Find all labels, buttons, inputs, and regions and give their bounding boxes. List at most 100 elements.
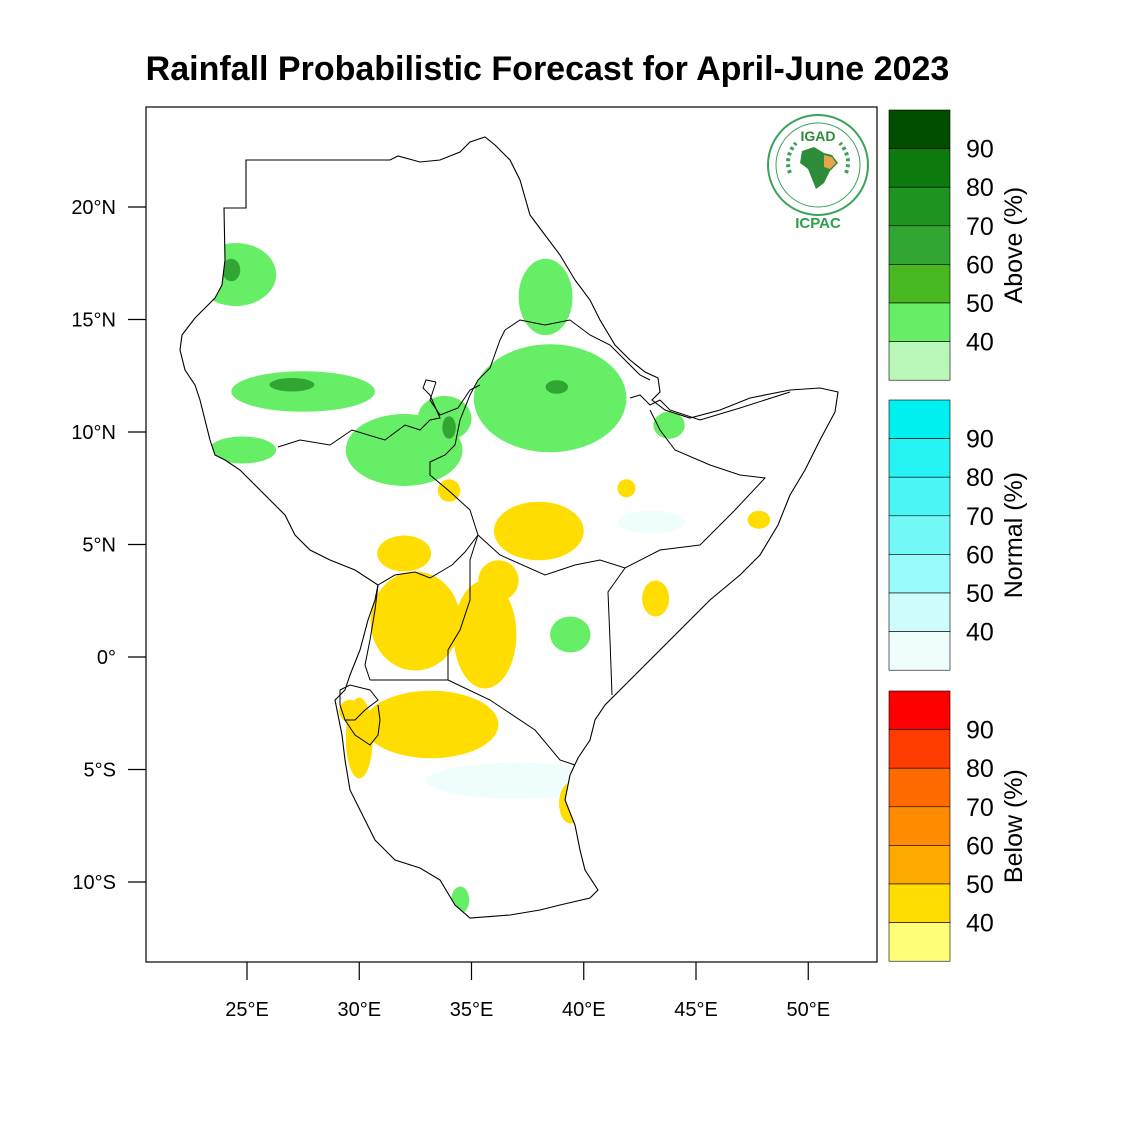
legend-tick-label: 40	[966, 619, 994, 647]
below-probability-region	[493, 501, 584, 561]
legend-tick-label: 50	[966, 290, 994, 318]
border-kenya-somalia	[607, 567, 626, 696]
below-probability-region	[363, 690, 499, 759]
legend-swatch	[888, 109, 951, 149]
legend-swatch	[888, 922, 951, 962]
legend-tick-label: 70	[966, 213, 994, 241]
legend-swatch	[888, 845, 951, 885]
border-sudan-ethiopia	[454, 329, 506, 446]
border-uganda-drc	[364, 584, 379, 681]
below-probability-region	[747, 510, 771, 529]
legend-swatch	[888, 806, 951, 846]
map-title: Rainfall Probabilistic Forecast for Apri…	[145, 50, 950, 88]
logo-inner-ring	[775, 122, 861, 208]
border-somaliland	[659, 391, 791, 421]
legend-swatch	[888, 631, 951, 671]
legend-swatch	[888, 302, 951, 342]
legend-tick-label: 40	[966, 329, 994, 357]
legend-tick-label: 50	[966, 580, 994, 608]
legend-tick-label: 90	[966, 136, 994, 164]
legend-swatch	[888, 767, 951, 808]
lat-tick-label: 5°N	[82, 535, 116, 557]
border-sudan-southsudan	[429, 381, 481, 416]
below-probability-region	[642, 580, 670, 617]
lon-tick-label: 30°E	[337, 999, 381, 1021]
legend-swatch	[888, 515, 951, 555]
lon-tick-label: 35°E	[450, 999, 494, 1021]
legend-swatch	[888, 438, 951, 478]
legend-tick-label: 80	[966, 174, 994, 202]
border-uganda-southsudan	[377, 534, 479, 586]
legend-swatch	[888, 399, 951, 439]
below-probability-region	[478, 560, 519, 601]
logo-wreath-left	[786, 141, 798, 174]
legend-swatch	[888, 554, 951, 594]
legend-swatch	[888, 341, 951, 381]
border-eritrea-ethiopia	[504, 319, 651, 381]
legend-swatch	[888, 690, 951, 730]
above-probability-core	[269, 378, 315, 392]
above-probability-region	[473, 344, 627, 453]
legend-swatch	[888, 729, 951, 769]
legend-swatch	[888, 264, 951, 304]
igad-region-icon	[824, 155, 836, 169]
border-djibouti	[629, 394, 661, 406]
legend-tick-label: 90	[966, 717, 994, 745]
legend-tick-label: 70	[966, 794, 994, 822]
border-burundi-tanzania	[344, 704, 381, 746]
legend-title: Below (%)	[1000, 769, 1028, 883]
coastline	[179, 136, 839, 919]
legend-swatch	[888, 148, 951, 188]
border-southsudan-ethiopia	[429, 444, 479, 536]
below-probability-region	[453, 580, 517, 689]
lon-tick-label: 40°E	[562, 999, 606, 1021]
lon-tick-label: 25°E	[225, 999, 269, 1021]
normal-probability-region	[617, 510, 685, 534]
lat-tick-label: 20°N	[71, 197, 116, 219]
igad-icpac-logo: IGAD ICPAC	[767, 114, 869, 232]
legend-tick-label: 60	[966, 251, 994, 279]
legend-tick-label: 80	[966, 755, 994, 783]
legend-tick-label: 70	[966, 503, 994, 531]
logo-org-top: IGAD	[801, 128, 836, 144]
legend-title: Normal (%)	[1000, 472, 1028, 598]
legend-tick-label: 90	[966, 426, 994, 454]
legend-swatch	[888, 225, 951, 265]
legend-tick-label: 50	[966, 871, 994, 899]
legend-tick-label: 40	[966, 910, 994, 938]
legend-swatch	[888, 186, 951, 227]
below-probability-region	[370, 571, 461, 671]
legend-tick-label: 60	[966, 541, 994, 569]
legend-title: Above (%)	[1000, 187, 1028, 304]
normal-probability-region	[426, 762, 607, 799]
latitude-axis: 20°N 15°N 10°N 5°N 0° 5°S 10°S	[71, 197, 146, 894]
above-probability-core	[222, 258, 241, 282]
lat-tick-label: 15°N	[71, 310, 116, 332]
border-kenya-tanzania	[447, 679, 576, 766]
above-probability-core	[442, 416, 456, 439]
below-probability-region	[339, 699, 362, 723]
legend-swatch	[888, 476, 951, 517]
lon-tick-label: 50°E	[786, 999, 830, 1021]
above-probability-region	[231, 371, 375, 412]
logo-org-bottom: ICPAC	[795, 215, 841, 232]
country-borders	[277, 319, 791, 766]
legend-swatch	[888, 592, 951, 632]
border-ethiopia-somalia	[649, 409, 767, 546]
lat-tick-label: 10°N	[71, 422, 116, 444]
lon-tick-label: 45°E	[674, 999, 718, 1021]
below-probability-region	[377, 535, 432, 572]
legend-tick-label: 80	[966, 464, 994, 492]
border-rwanda-burundi	[339, 684, 379, 721]
forecast-regions	[195, 243, 771, 914]
longitude-axis: 25°E 30°E 35°E 40°E 45°E 50°E	[225, 962, 830, 1021]
legend-tick-label: 60	[966, 832, 994, 860]
logo-wreath-right	[838, 141, 850, 174]
lat-tick-label: 10°S	[72, 872, 116, 894]
above-probability-region	[550, 616, 591, 653]
above-probability-core	[545, 380, 569, 394]
